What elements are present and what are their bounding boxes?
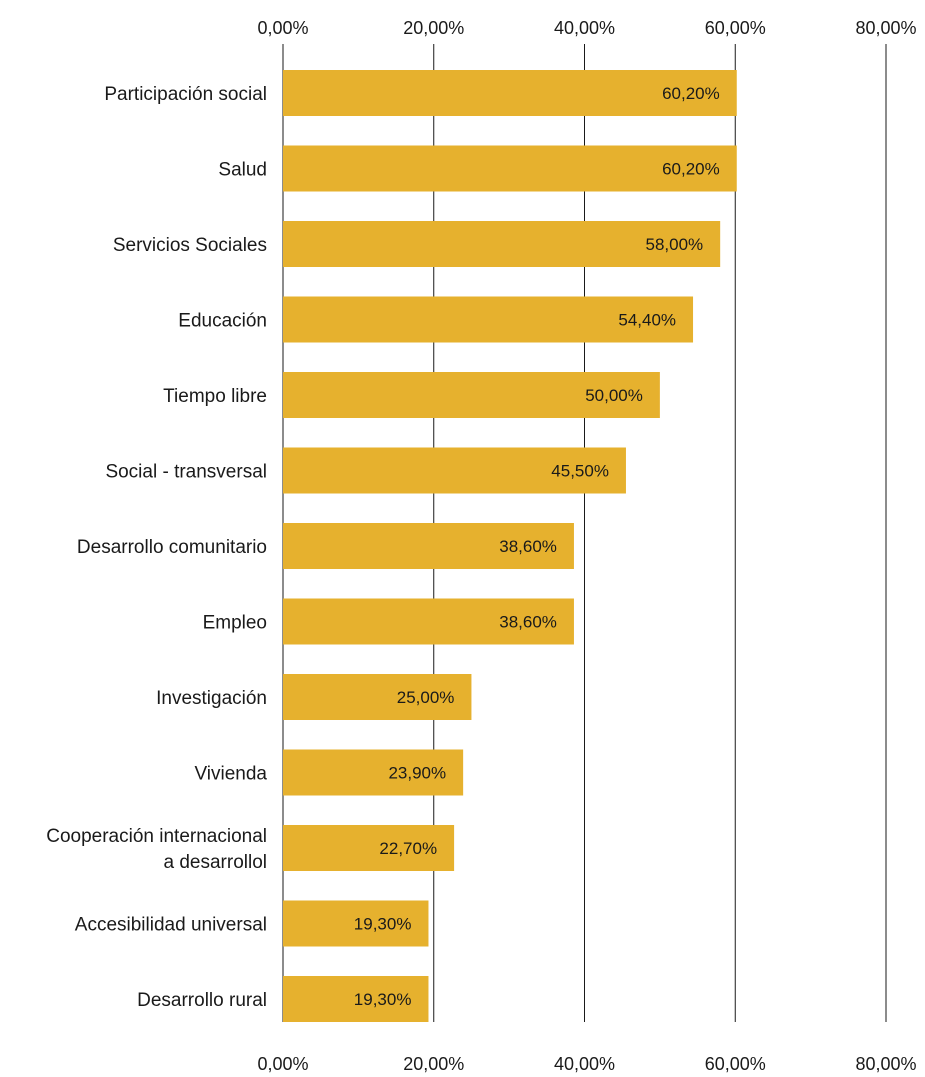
bar (283, 372, 660, 418)
value-label: 38,60% (499, 613, 557, 632)
x-tick-label-bottom: 0,00% (257, 1054, 308, 1074)
value-label: 22,70% (379, 839, 437, 858)
bar (283, 598, 574, 645)
value-label: 60,20% (662, 160, 720, 179)
category-label: Social - transversal (105, 462, 267, 483)
x-tick-label-top: 20,00% (403, 18, 464, 38)
x-tick-label-bottom: 40,00% (554, 1054, 615, 1074)
category-label: Servicios Sociales (113, 235, 267, 256)
category-label: Educación (178, 311, 267, 332)
value-label: 19,30% (354, 915, 412, 934)
x-tick-label-bottom: 60,00% (705, 1054, 766, 1074)
bar (283, 145, 737, 192)
x-tick-label-top: 80,00% (855, 18, 916, 38)
x-tick-label-top: 40,00% (554, 18, 615, 38)
bar (283, 70, 737, 116)
category-label: Salud (218, 160, 267, 181)
category-label: Cooperación internacional a desarrollol (46, 826, 267, 873)
bars (283, 70, 737, 1022)
value-label: 45,50% (551, 462, 609, 481)
bar (283, 674, 472, 720)
value-label: 38,60% (499, 537, 557, 556)
value-label: 54,40% (618, 311, 676, 330)
category-label: Empleo (203, 613, 267, 634)
x-axis-top: 0,00% 20,00% 40,00% 60,00% 80,00% (257, 18, 916, 38)
value-label: 19,30% (354, 990, 412, 1009)
category-label: Accesibilidad universal (75, 915, 267, 936)
bar (283, 296, 694, 343)
value-label: 25,00% (397, 688, 455, 707)
bar (283, 523, 574, 569)
bar (283, 221, 721, 267)
x-tick-label-top: 0,00% (257, 18, 308, 38)
category-label: Desarrollo rural (137, 990, 267, 1011)
x-tick-label-bottom: 20,00% (403, 1054, 464, 1074)
x-tick-label-bottom: 80,00% (855, 1054, 916, 1074)
category-label: Tiempo libre (163, 386, 267, 407)
category-labels: Participación social Salud Servicios Socia… (46, 84, 267, 1011)
category-label: Desarrollo comunitario (77, 537, 267, 558)
bar (283, 749, 464, 796)
category-label: Vivienda (194, 764, 267, 785)
x-axis-bottom: 0,00% 20,00% 40,00% 60,00% 80,00% (257, 1054, 916, 1074)
category-label: Investigación (156, 688, 267, 709)
bar (283, 447, 626, 494)
x-tick-label-top: 60,00% (705, 18, 766, 38)
value-label: 23,90% (388, 764, 446, 783)
bar (283, 976, 429, 1022)
value-label: 50,00% (585, 386, 643, 405)
value-labels: 60,20% 60,20% 58,00% 54,40% 50,00% 45,50% 38,6… (354, 84, 720, 1009)
bar (283, 900, 429, 947)
category-label: Participación social (104, 84, 267, 105)
value-label: 60,20% (662, 84, 720, 103)
value-label: 58,00% (646, 235, 704, 254)
bar (283, 825, 455, 871)
